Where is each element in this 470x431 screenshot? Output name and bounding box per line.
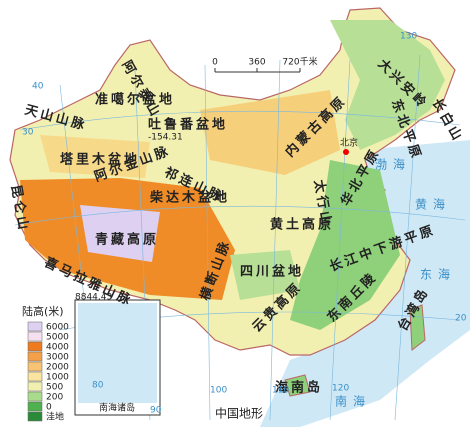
legend-swatch	[27, 361, 43, 372]
legend-label: 0	[46, 403, 52, 413]
legend-swatch	[27, 381, 43, 392]
scale-label: 0	[212, 58, 218, 68]
place-label: -154.31	[148, 133, 183, 143]
legend-swatch	[27, 351, 43, 362]
legend-label: 1000	[46, 373, 69, 383]
legend-swatch	[27, 321, 43, 332]
scale-label: 360	[248, 58, 265, 68]
hainan	[284, 374, 311, 397]
legend-swatch	[27, 391, 43, 402]
region-label: 柴达木盆地	[149, 190, 230, 206]
tarim	[40, 135, 150, 178]
inset-label: 南海诸岛	[99, 402, 135, 414]
graticule-label: 30	[22, 128, 34, 138]
sichuan	[230, 250, 300, 300]
legend-label: 洼地	[46, 411, 64, 423]
legend-label: 4000	[46, 343, 69, 353]
sea	[260, 140, 470, 427]
legend-label: 5000	[46, 333, 69, 343]
legend-swatch	[27, 341, 43, 352]
place-label: 8844.43	[75, 293, 112, 303]
sea-label: 黄海	[415, 197, 451, 212]
legend-swatch	[27, 401, 43, 412]
graticule-label: 90	[150, 406, 162, 416]
legend-label: 200	[46, 393, 63, 403]
region-label: 青藏高原	[95, 232, 159, 248]
legend-swatch	[27, 371, 43, 382]
sea-label: 渤海	[375, 157, 411, 172]
inset-sea	[78, 303, 157, 403]
sea-label: 东海	[420, 267, 456, 282]
sea-label: 南海	[335, 394, 371, 409]
region-label: 塔里木盆地	[60, 152, 140, 168]
place-label: 北京	[340, 137, 358, 149]
legend-swatch	[27, 331, 43, 342]
region-label: 准噶尔盆地	[95, 92, 175, 108]
graticule-label: 120	[332, 384, 349, 394]
legend-label: 3000	[46, 353, 69, 363]
eastern-lowland	[290, 160, 400, 330]
legend-label: 500	[46, 383, 63, 393]
scale-label: 720千米	[282, 56, 317, 68]
graticule	[14, 54, 466, 421]
graticule-label: 80	[92, 381, 104, 391]
legend-label: 2000	[46, 363, 69, 373]
high-plateau	[80, 205, 160, 262]
region-label: 四川盆地	[240, 264, 304, 280]
region-label: 长白山	[429, 96, 467, 146]
graticule-label: 110	[272, 386, 289, 396]
graticule-label: 20	[455, 314, 467, 324]
region-label: 海南岛	[275, 380, 323, 396]
legend-swatch	[27, 411, 43, 422]
map-title: 中国地形	[215, 406, 263, 421]
northeast-plain	[330, 20, 445, 150]
graticule-label: 100	[210, 386, 227, 396]
graticule-label: 130	[400, 32, 417, 42]
capital	[343, 149, 349, 155]
legend-label: 6000	[46, 323, 69, 333]
legend-title: 陆高(米)	[22, 304, 64, 318]
scale-bar	[214, 68, 301, 73]
graticule-label: 40	[32, 82, 44, 92]
region-label: 黄土高原	[270, 217, 334, 233]
region-label: 吐鲁番盆地	[148, 117, 228, 133]
